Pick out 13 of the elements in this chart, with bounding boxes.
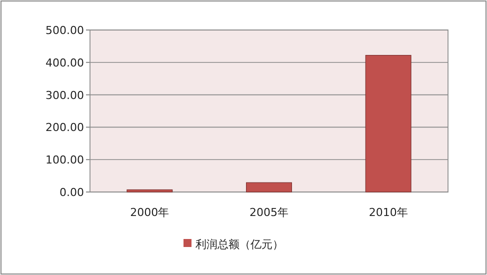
y-tick-label: 400.00 bbox=[46, 56, 84, 70]
bar bbox=[365, 54, 412, 192]
bar bbox=[246, 182, 292, 192]
bar bbox=[126, 189, 173, 192]
x-tick-label: 2010年 bbox=[368, 206, 408, 219]
y-tick-label: 100.00 bbox=[46, 154, 84, 167]
y-tick-label: 200.00 bbox=[46, 121, 84, 134]
y-tick-label: 0.00 bbox=[60, 186, 84, 199]
legend-label: 利润总额（亿元） bbox=[196, 238, 284, 251]
y-tick-label: 500.00 bbox=[46, 24, 84, 37]
x-tick-label: 2000年 bbox=[130, 206, 170, 219]
y-tick-label: 300.00 bbox=[46, 88, 84, 102]
x-tick-label: 2005年 bbox=[250, 206, 288, 219]
